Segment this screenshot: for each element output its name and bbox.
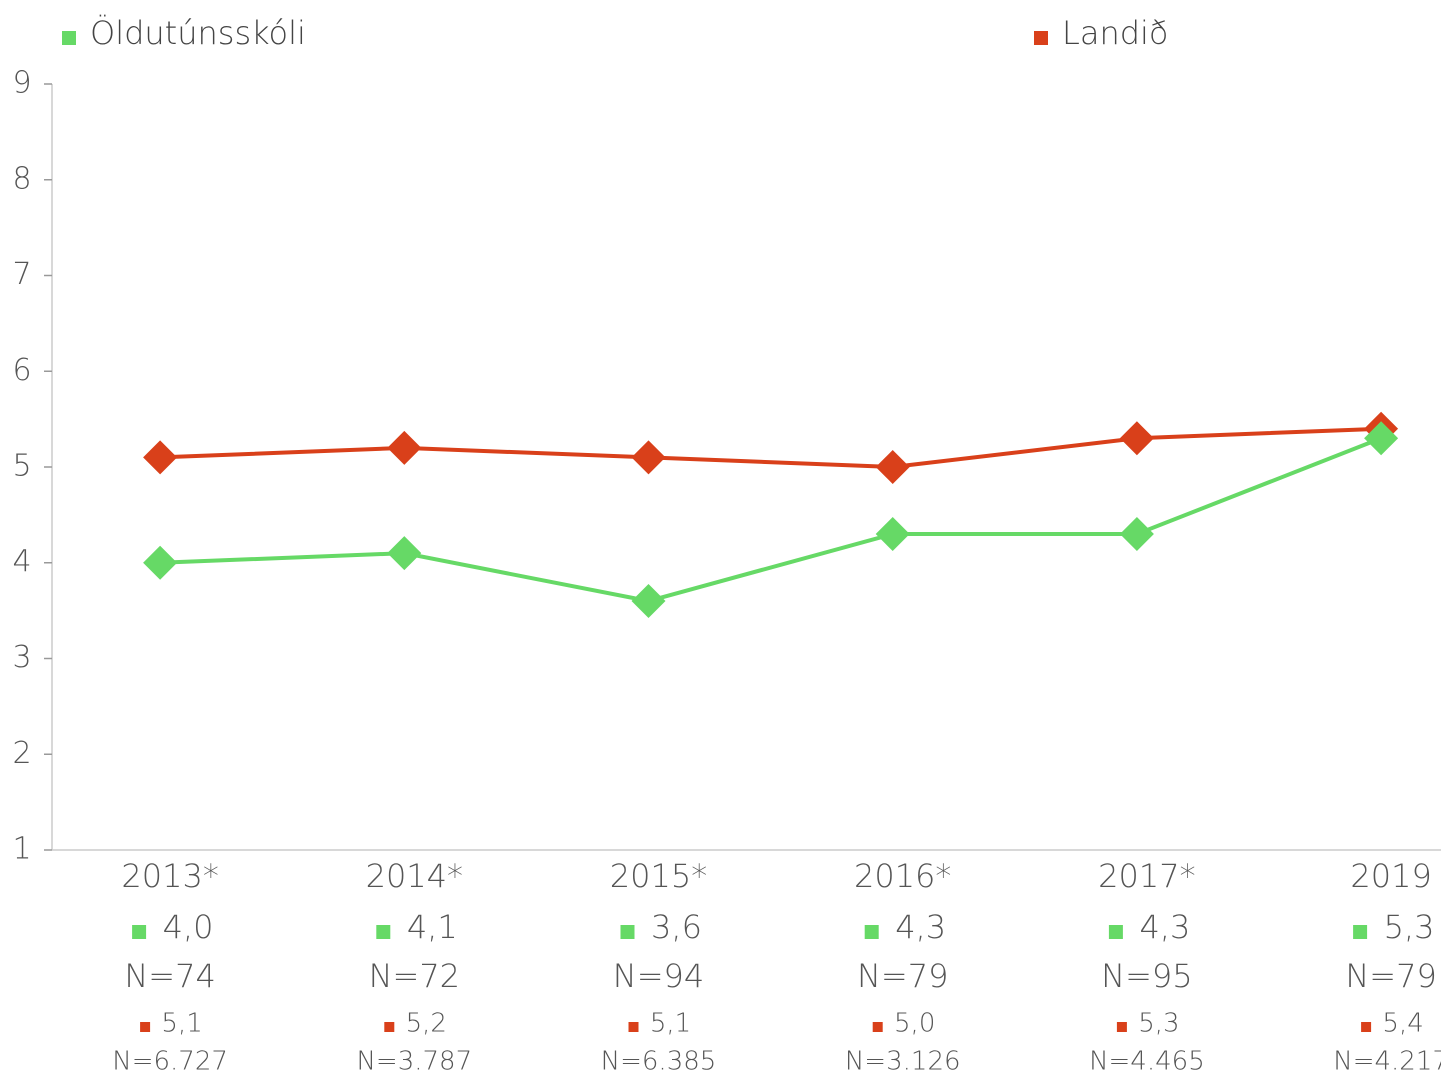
n-label: N=6.727 xyxy=(112,1047,228,1077)
x-tick-label: 2013* xyxy=(121,857,218,895)
value-label: 4,0 xyxy=(163,908,214,946)
data-point xyxy=(143,545,178,580)
y-tick-label: 2 xyxy=(12,736,31,771)
y-tick-label: 5 xyxy=(12,449,31,484)
label-swatch xyxy=(1108,925,1123,939)
label-swatch xyxy=(1353,925,1368,939)
data-point xyxy=(143,440,178,475)
value-label: 5,1 xyxy=(161,1009,202,1039)
label-swatch xyxy=(628,1022,639,1032)
series-line xyxy=(160,426,1382,470)
y-tick-label: 3 xyxy=(12,640,31,675)
value-label: 5,3 xyxy=(1138,1009,1179,1039)
label-swatch xyxy=(864,925,879,939)
value-label: 4,3 xyxy=(1139,908,1190,946)
label-swatch xyxy=(140,1022,151,1032)
y-tick-label: 1 xyxy=(12,832,31,867)
value-label: 3,6 xyxy=(651,908,702,946)
n-label: N=4.217 xyxy=(1333,1047,1441,1077)
data-point xyxy=(875,517,910,552)
value-label: 5,0 xyxy=(894,1009,935,1039)
legend-label: Öldutúnsskóli xyxy=(90,14,306,52)
data-point xyxy=(387,430,422,465)
value-label: 5,4 xyxy=(1382,1009,1423,1039)
legend-swatch xyxy=(1034,31,1048,45)
y-tick-label: 8 xyxy=(12,161,31,196)
label-swatch xyxy=(376,925,391,939)
y-tick-label: 9 xyxy=(12,66,31,101)
x-tick-label: 2015* xyxy=(610,857,707,895)
x-tick-label: 2017* xyxy=(1098,857,1195,895)
x-tick-label: 2019 xyxy=(1350,857,1431,895)
y-tick-label: 4 xyxy=(12,544,31,579)
y-tick-label: 7 xyxy=(12,257,31,292)
value-label: 5,2 xyxy=(406,1009,447,1039)
n-label: N=6.385 xyxy=(601,1047,717,1077)
label-swatch xyxy=(384,1022,395,1032)
legend-swatch xyxy=(62,31,76,45)
label-swatch xyxy=(872,1022,883,1032)
label-swatch xyxy=(620,925,635,939)
value-label: 5,1 xyxy=(650,1009,691,1039)
legend-label: Landið xyxy=(1062,14,1169,52)
data-point xyxy=(1119,517,1154,552)
data-point xyxy=(387,536,422,571)
n-label: N=4.465 xyxy=(1089,1047,1205,1077)
n-label: N=79 xyxy=(857,957,948,995)
value-label: 5,3 xyxy=(1384,908,1435,946)
y-tick-label: 6 xyxy=(12,353,31,388)
n-label: N=3.126 xyxy=(845,1047,961,1077)
label-swatch xyxy=(1116,1022,1127,1032)
data-point xyxy=(1119,421,1154,456)
label-swatch xyxy=(132,925,147,939)
data-point xyxy=(631,584,666,619)
value-label: 4,1 xyxy=(407,908,458,946)
data-point xyxy=(631,440,666,475)
n-label: N=3.787 xyxy=(356,1047,472,1077)
n-label: N=72 xyxy=(369,957,460,995)
n-label: N=79 xyxy=(1345,957,1436,995)
x-tick-label: 2016* xyxy=(854,857,951,895)
x-tick-label: 2014* xyxy=(366,857,463,895)
n-label: N=95 xyxy=(1101,957,1192,995)
series-line xyxy=(160,436,1382,604)
n-label: N=94 xyxy=(613,957,704,995)
data-point xyxy=(1364,421,1399,456)
label-swatch xyxy=(1361,1022,1372,1032)
value-label: 4,3 xyxy=(895,908,946,946)
data-point xyxy=(875,450,910,484)
n-label: N=74 xyxy=(124,957,215,995)
